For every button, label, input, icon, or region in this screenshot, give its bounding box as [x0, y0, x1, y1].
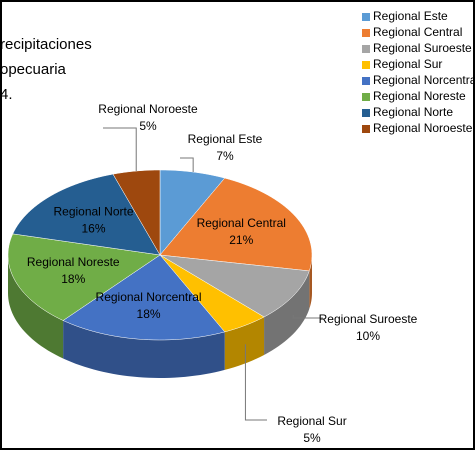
chart-title: opecuaria	[0, 61, 67, 78]
data-label: Regional Central	[197, 216, 286, 230]
data-label: 10%	[356, 329, 380, 343]
legend-swatch	[362, 77, 370, 85]
legend-swatch	[362, 61, 370, 69]
slice-side	[8, 255, 64, 359]
data-label: Regional Suroeste	[319, 312, 418, 326]
slice	[159, 254, 310, 318]
legend-swatch	[362, 125, 370, 133]
legend-swatch	[362, 13, 370, 21]
legend-label: Regional Suroeste	[373, 41, 472, 55]
slice	[7, 233, 161, 321]
leader-line	[103, 127, 137, 172]
data-label: Regional Sur	[277, 414, 346, 428]
leader-line	[292, 314, 323, 319]
slice-side	[264, 270, 310, 355]
leader-line	[180, 157, 194, 173]
data-label: 18%	[137, 307, 161, 321]
legend-label: Regional Noroeste	[373, 121, 473, 135]
legend-swatch	[362, 93, 370, 101]
legend-swatch	[362, 109, 370, 117]
slice	[12, 173, 161, 256]
data-label: 21%	[229, 233, 253, 247]
data-label: Regional Norte	[53, 204, 133, 218]
slice-side	[63, 320, 225, 378]
chart-title: recipitaciones	[0, 36, 92, 53]
slice	[62, 254, 226, 341]
data-label: 16%	[82, 221, 106, 235]
slice	[159, 177, 313, 272]
data-label: Regional Este	[188, 132, 263, 146]
legend-label: Regional Norte	[373, 105, 453, 119]
slice-side	[309, 255, 312, 309]
data-label: 5%	[303, 431, 321, 445]
legend-label: Regional Norcentral	[373, 73, 475, 87]
legend-label: Regional Este	[373, 9, 448, 23]
data-label: Regional Noreste	[27, 255, 120, 269]
slice-side	[224, 316, 265, 370]
legend-swatch	[362, 45, 370, 53]
leader-line	[244, 344, 267, 421]
data-label: Regional Noroeste	[98, 102, 198, 116]
data-label: 18%	[61, 272, 85, 286]
data-label: Regional Norcentral	[96, 290, 202, 304]
slice	[159, 169, 226, 256]
chart-title: 4.	[0, 86, 13, 103]
legend-label: Regional Noreste	[373, 89, 466, 103]
data-label: 7%	[216, 149, 234, 163]
legend-swatch	[362, 29, 370, 37]
data-label: 5%	[139, 119, 157, 133]
slice	[112, 169, 161, 256]
legend-label: Regional Central	[373, 25, 462, 39]
legend-label: Regional Sur	[373, 57, 442, 71]
slice	[159, 254, 265, 333]
